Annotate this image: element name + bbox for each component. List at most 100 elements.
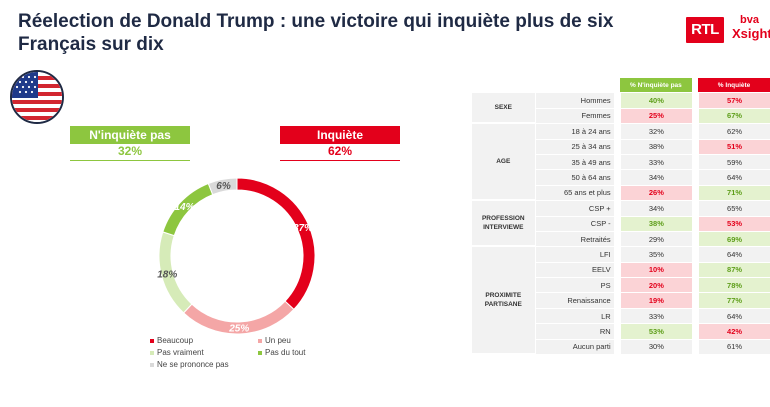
table-cell-not-worried: 38%: [619, 139, 693, 155]
table-row: Aucun parti 30% 61%: [472, 339, 770, 356]
table-group-label: PROXIMITE PARTISANE: [472, 247, 535, 356]
legend-swatch: [258, 350, 262, 355]
table-cell-not-worried: 38%: [619, 216, 693, 232]
table-cell-worried: 78%: [698, 278, 770, 294]
table-row-label: PS: [534, 278, 614, 294]
legend-label: Ne se prononce pas: [157, 360, 229, 369]
not-worried-value: 32%: [117, 144, 143, 158]
table-cell-not-worried: 34%: [619, 170, 693, 186]
table-row: EELV 10% 87%: [472, 262, 770, 279]
donut-slice-label: 37%: [293, 223, 313, 234]
table-cell-not-worried: 20%: [619, 278, 693, 294]
table-row: 65 ans et plus 26% 71%: [472, 185, 770, 202]
bva-xsight-logo: bva Xsight: [732, 14, 770, 46]
table-cell-not-worried: 53%: [619, 324, 693, 340]
table-cell-not-worried: 32%: [619, 124, 693, 140]
table-cell-worried: 59%: [698, 154, 770, 171]
table-cell-worried: 57%: [698, 93, 770, 109]
table-cell-not-worried: 34%: [619, 201, 693, 217]
legend-item: Pas du tout: [258, 348, 305, 357]
table-cell-not-worried: 29%: [619, 231, 693, 248]
table-cell-worried: 64%: [698, 308, 770, 325]
not-worried-underline: [70, 160, 190, 161]
table-row-label: EELV: [534, 262, 614, 279]
donut-slice-label: 25%: [228, 323, 249, 334]
table-cell-not-worried: 26%: [619, 185, 693, 202]
worried-value: 62%: [327, 144, 353, 158]
table-row-label: 50 à 64 ans: [534, 170, 614, 186]
donut-slice-label: 18%: [157, 269, 177, 280]
table-cell-worried: 61%: [698, 339, 770, 356]
donut-slice-beaucoup: [236, 177, 316, 311]
table-cell-not-worried: 40%: [619, 93, 693, 109]
table-row: Renaissance 19% 77%: [472, 293, 770, 309]
table-cell-worried: 69%: [698, 231, 770, 248]
worried-header: Inquiète: [280, 126, 400, 144]
table-row-label: 35 à 49 ans: [534, 154, 614, 171]
table-row: Femmes 25% 67%: [472, 108, 770, 125]
table-row: PROXIMITE PARTISANE LFI 35% 64%: [472, 247, 770, 356]
table-row-label: 65 ans et plus: [534, 185, 614, 202]
table-group-label: PROFESSION INTERVIEWE: [472, 201, 535, 248]
donut-slice-label: 6%: [216, 181, 231, 192]
donut-slice-label: 14%: [175, 202, 195, 213]
table-cell-not-worried: 33%: [619, 154, 693, 171]
legend-swatch: [258, 338, 262, 343]
donut-slice-pas-du-tout: [162, 182, 214, 237]
table-cell-worried: 62%: [698, 124, 770, 140]
donut-slice-pas-vraiment: [158, 231, 193, 314]
table-row: Retraités 29% 69%: [472, 231, 770, 248]
table-cell-worried: 64%: [698, 170, 770, 186]
table-row-label: CSP -: [534, 216, 614, 232]
table-cell-worried: 77%: [698, 293, 770, 309]
table-cell-worried: 65%: [698, 201, 770, 217]
legend-swatch: [150, 362, 154, 367]
table-cell-worried: 87%: [698, 262, 770, 279]
not-worried-header: N'inquiète pas: [70, 126, 190, 144]
table-cell-worried: 51%: [698, 139, 770, 155]
table-row: 50 à 64 ans 34% 64%: [472, 170, 770, 186]
legend-swatch: [150, 338, 154, 343]
legend-label: Un peu: [265, 336, 291, 345]
legend-label: Beaucoup: [157, 336, 194, 345]
legend-item: Un peu: [258, 336, 291, 345]
table-cell-not-worried: 10%: [619, 262, 693, 279]
table-cell-not-worried: 19%: [619, 293, 693, 309]
table-row: PROFESSION INTERVIEWE CSP + 34% 65%: [472, 201, 770, 248]
table-cell-worried: 67%: [698, 108, 770, 125]
legend-item: Beaucoup: [150, 336, 193, 345]
table-cell-not-worried: 25%: [619, 108, 693, 125]
table-row: CSP - 38% 53%: [472, 216, 770, 232]
table-cell-worried: 64%: [698, 247, 770, 263]
legend-item: Pas vraiment: [150, 348, 204, 357]
table-header-worried: % Inquiète: [698, 78, 770, 94]
table-row-label: 18 à 24 ans: [534, 124, 614, 140]
table-row-label: CSP +: [534, 201, 614, 217]
table-row-label: Hommes: [534, 93, 614, 109]
legend-item: Ne se prononce pas: [150, 360, 229, 369]
table-row-label: LR: [534, 308, 614, 325]
table-row: RN 53% 42%: [472, 324, 770, 340]
table-row-label: Retraités: [534, 231, 614, 248]
donut-slice-ne-se-prononce-pas: [207, 177, 238, 196]
table-row: AGE 18 à 24 ans 32% 62%: [472, 124, 770, 202]
table-cell-not-worried: 30%: [619, 339, 693, 356]
table-row: SEXE Hommes 40% 57%: [472, 93, 770, 125]
table-row-label: Femmes: [534, 108, 614, 125]
table-cell-not-worried: 33%: [619, 308, 693, 325]
table-row-label: 25 à 34 ans: [534, 139, 614, 155]
table-row-label: RN: [534, 324, 614, 340]
table-row: LR 33% 64%: [472, 308, 770, 325]
worried-underline: [280, 160, 400, 161]
bva-logo-text: bva: [740, 14, 759, 26]
legend-swatch: [150, 350, 154, 355]
xsight-logo-text: Xsight: [732, 26, 770, 41]
table-row: 35 à 49 ans 33% 59%: [472, 154, 770, 171]
legend-label: Pas vraiment: [157, 348, 204, 357]
worried-label: Inquiète: [316, 128, 363, 142]
table-header-not-worried: % N'inquiète pas: [619, 78, 693, 94]
table-cell-worried: 53%: [698, 216, 770, 232]
breakdown-table: % N'inquiète pas % Inquiète SEXE Hommes 40…: [472, 78, 770, 356]
table-row: PS 20% 78%: [472, 278, 770, 294]
not-worried-label: N'inquiète pas: [89, 128, 171, 142]
